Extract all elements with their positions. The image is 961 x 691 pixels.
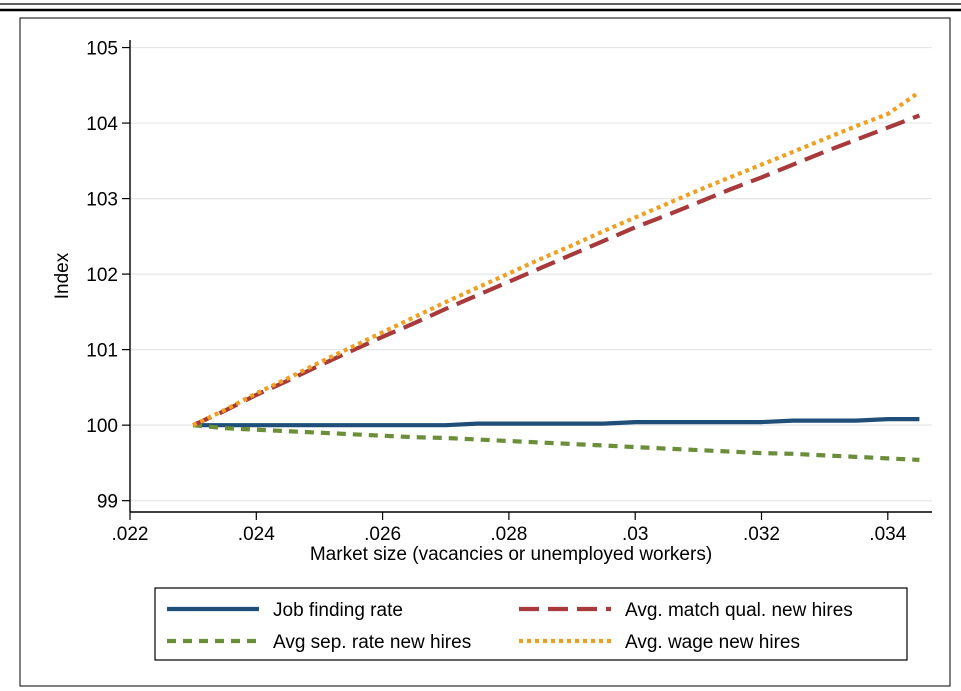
legend-label-3: Avg. wage new hires xyxy=(625,632,800,653)
legend-box xyxy=(154,587,908,661)
legend-label-0: Job finding rate xyxy=(273,600,403,621)
x-ticks: .022 .024 .026 .028 .03 .032 .034 xyxy=(112,512,907,545)
x-tick-label: .034 xyxy=(869,524,906,545)
y-ticks: 99 100 101 102 103 104 105 xyxy=(86,39,130,513)
outer-frame xyxy=(19,17,951,687)
y-axis-title: Index xyxy=(52,252,73,299)
y-tick-label: 102 xyxy=(86,265,118,286)
x-axis-title: Market size (vacancies or unemployed wor… xyxy=(310,544,712,565)
legend-label-1: Avg sep. rate new hires xyxy=(273,632,471,653)
y-tick-label: 103 xyxy=(86,190,118,211)
x-tick-label: .032 xyxy=(743,524,780,545)
legend-label-2: Avg. match qual. new hires xyxy=(625,600,853,621)
x-tick-label: .026 xyxy=(364,524,401,545)
series-line-1 xyxy=(192,423,920,462)
x-tick-label: .03 xyxy=(622,524,648,545)
series-layer xyxy=(192,90,921,462)
series-line-3 xyxy=(192,90,921,428)
y-tick-label: 104 xyxy=(86,114,118,135)
series-line-2 xyxy=(192,113,921,428)
y-tick-label: 100 xyxy=(86,416,118,437)
y-tick-label: 101 xyxy=(86,341,118,362)
x-tick-label: .024 xyxy=(238,524,275,545)
grid xyxy=(130,46,932,502)
series-line-0 xyxy=(193,417,920,428)
legend: Job finding rate Avg. match qual. new hir… xyxy=(154,587,908,661)
x-tick-label: .022 xyxy=(112,524,149,545)
y-tick-label: 99 xyxy=(97,492,118,513)
y-tick-label: 105 xyxy=(86,39,118,60)
x-tick-label: .028 xyxy=(490,524,527,545)
axes xyxy=(129,40,932,513)
